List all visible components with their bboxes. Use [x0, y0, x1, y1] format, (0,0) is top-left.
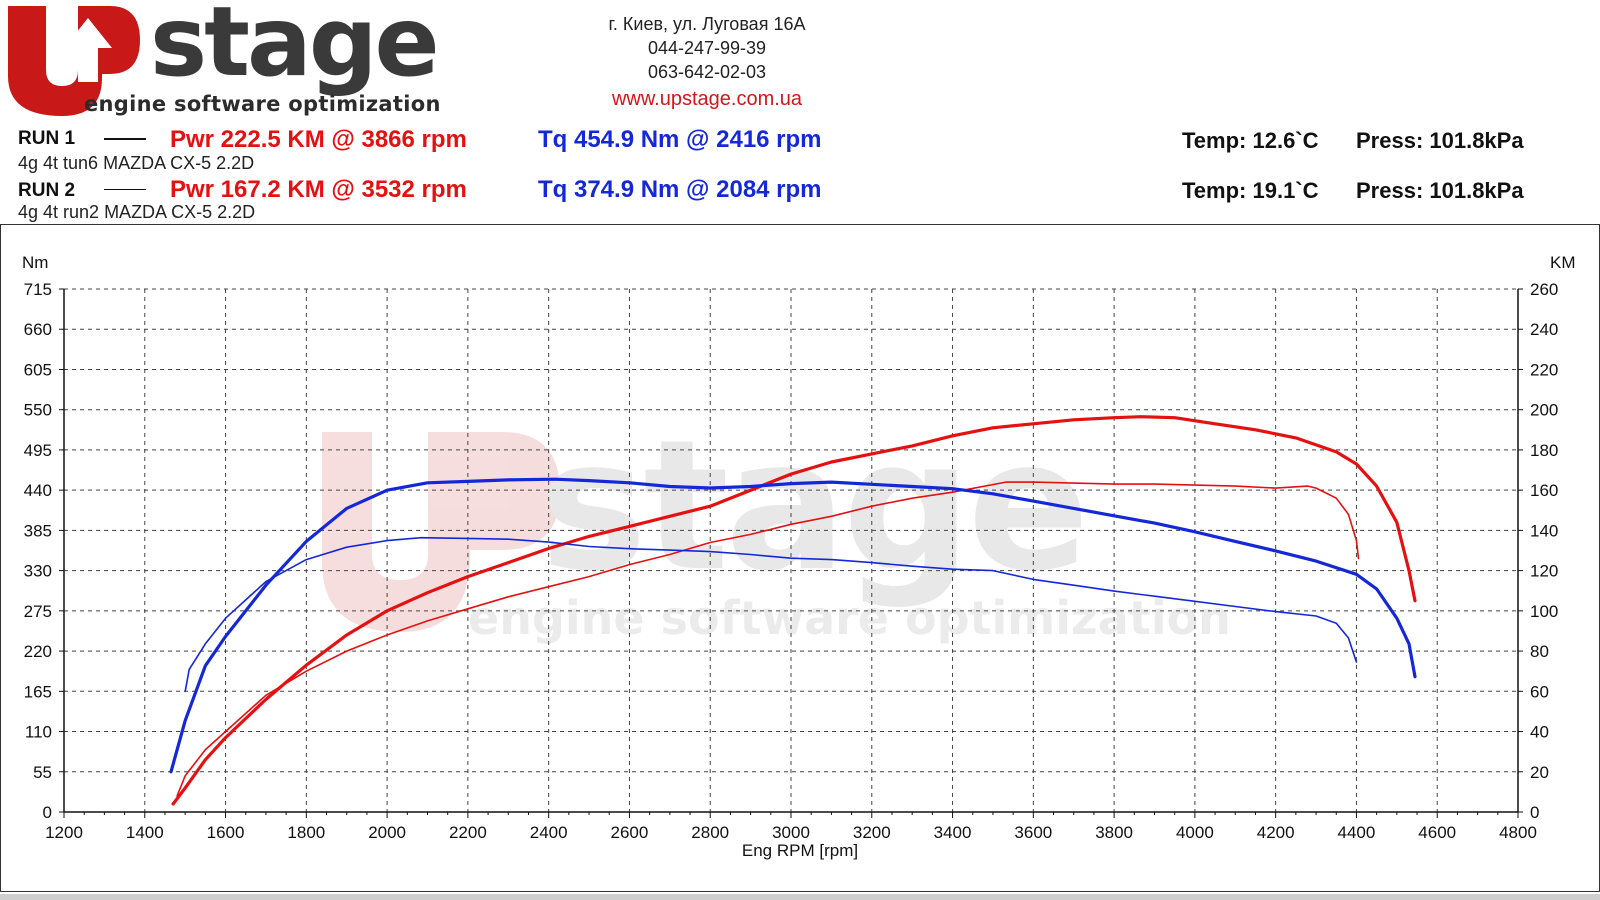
y-left-tick-label: 110 [25, 723, 52, 742]
x-tick-label: 1600 [207, 823, 245, 842]
x-tick-label: 3200 [853, 823, 891, 842]
watermark: stage engine software optimization [322, 402, 1231, 645]
y-left-tick-label: 440 [24, 481, 52, 500]
y-right-tick-label: 40 [1530, 723, 1549, 742]
contact-phone-2: 063-642-02-03 [647, 62, 767, 82]
y-left-tick-label: 0 [43, 803, 52, 822]
y-right-tick-label: 200 [1530, 401, 1558, 420]
chart-grid [64, 288, 1518, 812]
logo-tagline: engine software optimization [84, 92, 441, 116]
chart-series [169, 415, 1417, 806]
run1-label: RUN 1 [18, 128, 76, 149]
chart-axes [59, 288, 1523, 818]
bottom-scrollbar [0, 894, 1600, 900]
y-right-axis-label: KM [1550, 253, 1576, 272]
y-left-axis-label: Nm [22, 253, 48, 272]
x-tick-label: 2400 [530, 823, 568, 842]
x-axis-label: Eng RPM [rpm] [742, 841, 858, 860]
y-left-tick-label: 55 [33, 763, 52, 782]
y-left-tick-label: 220 [24, 642, 52, 661]
watermark-tagline: engine software optimization [468, 591, 1231, 645]
run1-description: 4g 4t tun6 MAZDA CX-5 2.2D [18, 153, 255, 173]
y-left-tick-label: 275 [24, 602, 52, 621]
run2-power-line [176, 481, 1360, 797]
run2-torque-summary: Tq 374.9 Nm @ 2084 rpm [538, 176, 822, 203]
run1-power-summary: Pwr 222.5 KM @ 3866 rpm [170, 126, 467, 153]
x-tick-label: 1400 [126, 823, 164, 842]
y-right-tick-label: 140 [1530, 521, 1558, 540]
dyno-chart: stage engine software optimization 1200 1… [22, 253, 1576, 860]
run1-torque-summary: Tq 454.9 Nm @ 2416 rpm [538, 126, 822, 153]
y-right-tick-label: 260 [1530, 280, 1558, 299]
contact-address: г. Киев, ул. Луговая 16А [608, 14, 806, 34]
run2-torque-line [184, 536, 1358, 693]
x-tick-label: 4400 [1338, 823, 1376, 842]
x-tick-label: 2000 [368, 823, 406, 842]
watermark-wordmark: stage [540, 402, 1086, 611]
y-right-tick-label: 0 [1530, 803, 1539, 822]
watermark-logo-icon [322, 432, 560, 632]
run1-temp: Temp: 12.6`C [1182, 128, 1319, 153]
x-tick-label: 2200 [449, 823, 487, 842]
website-link[interactable]: www.upstage.com.ua [611, 88, 803, 110]
x-tick-label: 1800 [287, 823, 325, 842]
run1-torque-line [169, 477, 1417, 774]
y-left-tick-label: 660 [24, 320, 52, 339]
run2-legend-line [104, 189, 146, 190]
y-left-tick-label: 385 [24, 521, 52, 540]
logo-wordmark: stage [150, 0, 440, 98]
y-left-tick-label: 550 [24, 401, 52, 420]
y-left-tick-label: 165 [24, 682, 52, 701]
report-header: stage engine software optimization г. Ки… [0, 0, 1600, 224]
contact-phone-1: 044-247-99-39 [647, 38, 767, 58]
y-left-tick-label: 330 [24, 562, 52, 581]
y-right-tick-label: 240 [1530, 320, 1558, 339]
y-right-tick-label: 220 [1530, 360, 1558, 379]
y-right-tick-label: 180 [1530, 441, 1558, 460]
y-right-tick-label: 160 [1530, 481, 1558, 500]
run2-label: RUN 2 [18, 180, 76, 201]
y-left-tick-label: 495 [24, 441, 52, 460]
y-right-tick-label: 20 [1530, 763, 1549, 782]
run1-power-line [171, 415, 1417, 806]
y-right-tick-label: 80 [1530, 642, 1549, 661]
x-tick-label: 1200 [45, 823, 83, 842]
x-tick-label: 3000 [772, 823, 810, 842]
x-tick-label: 2600 [611, 823, 649, 842]
run2-description: 4g 4t run2 MAZDA CX-5 2.2D [18, 202, 256, 222]
y-right-tick-label: 100 [1530, 602, 1558, 621]
x-tick-label: 4800 [1499, 823, 1537, 842]
upstage-logo-icon [8, 6, 140, 116]
x-tick-label: 3400 [934, 823, 972, 842]
x-tick-label: 4000 [1176, 823, 1214, 842]
y-left-tick-label: 715 [24, 280, 52, 299]
y-right-tick-label: 60 [1530, 682, 1549, 701]
run2-power-summary: Pwr 167.2 KM @ 3532 rpm [170, 176, 467, 203]
x-tick-label: 4600 [1418, 823, 1456, 842]
run2-temp: Temp: 19.1`C [1182, 178, 1319, 203]
y-right-tick-label: 120 [1530, 562, 1558, 581]
run2-press: Press: 101.8kPa [1356, 178, 1524, 203]
run1-press: Press: 101.8kPa [1356, 128, 1524, 153]
run1-legend-line [104, 138, 146, 140]
x-tick-label: 2800 [691, 823, 729, 842]
x-tick-label: 3800 [1095, 823, 1133, 842]
chart-tick-labels: 1200 1400 1600 1800 2000 2200 2400 2600 2800 3000… [24, 280, 1559, 842]
y-left-tick-label: 605 [24, 360, 52, 379]
x-tick-label: 4200 [1257, 823, 1295, 842]
x-tick-label: 3600 [1014, 823, 1052, 842]
